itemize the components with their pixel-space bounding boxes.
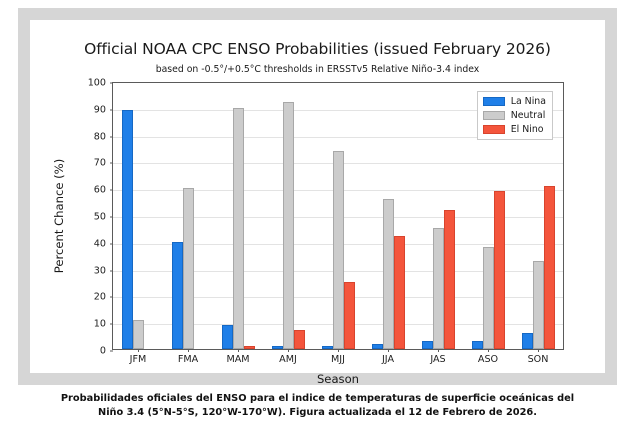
x-tick-label: MAM [226,354,250,365]
x-tick-mark [338,349,339,352]
figure-frame: Official NOAA CPC ENSO Probabilities (is… [18,8,617,386]
bar [282,102,294,349]
bar [471,340,483,349]
y-tick-label: 70 [93,157,106,169]
caption-line-2: Niño 3.4 (5°N-5°S, 120°W-170°W). Figura … [98,407,537,418]
x-tick-label: SON [527,354,549,365]
y-tick-mark [110,82,113,84]
bar-groups: JFM FMA MAM AMJ MJJ JJA JAS ASO SON [113,83,563,365]
bar-group: JJA [371,83,405,365]
bar [132,319,144,349]
bar-group: FMA [171,83,205,365]
y-tick-label: 10 [93,318,106,330]
bar [521,332,533,349]
bar [271,346,283,349]
y-tick-mark [110,136,113,138]
y-tick-mark [110,216,113,218]
bar-group: ASO [471,83,505,365]
x-tick-mark [238,349,239,352]
x-tick-label: ASO [477,354,499,365]
chart-title: Official NOAA CPC ENSO Probabilities (is… [84,40,551,58]
bar [332,150,344,349]
caption-line-1: Probabilidades oficiales del ENSO para e… [60,393,575,404]
bar [343,282,355,349]
bar-group: JFM [121,83,155,365]
x-tick-mark [288,349,289,352]
y-tick-mark [110,350,113,352]
x-tick-label: JJA [381,354,395,365]
bar-group: MJJ [321,83,355,365]
y-tick-mark [110,162,113,164]
y-tick-mark [110,189,113,191]
y-tick-label: 0 [99,345,106,357]
x-tick-label: JAS [430,354,446,365]
bar [321,346,333,349]
y-tick-label: 40 [93,238,106,250]
y-tick-mark [110,243,113,245]
bar [182,188,194,349]
bar [171,241,183,349]
x-tick-mark [388,349,389,352]
legend-label: La Nina [510,96,546,107]
x-tick-mark [138,349,139,352]
x-tick-label: FMA [177,354,199,365]
x-tick-mark [538,349,539,352]
x-tick-mark [188,349,189,352]
bar [382,198,394,349]
bar [432,228,444,349]
x-tick-mark [438,349,439,352]
legend-swatch-icon [482,97,505,106]
plot-area: 0 10 20 30 40 50 60 70 80 90 100 JFM FMA MAM AMJ MJJ JJ… [88,78,564,365]
legend-item: La Nina [482,96,546,107]
legend-item: Neutral [482,110,546,121]
chart-legend: La Nina Neutral El Nino [476,91,553,140]
legend-item: El Nino [482,124,546,135]
bar-group: JAS [421,83,455,365]
y-tick-label: 20 [93,291,106,303]
y-tick-label: 60 [93,184,106,196]
x-tick-label: AMJ [279,354,297,365]
bar [121,110,133,349]
bar [371,343,383,349]
y-tick-label: 50 [93,211,106,223]
legend-swatch-icon [482,111,505,120]
x-tick-label: JFM [129,354,147,365]
bar [243,346,255,349]
legend-label: Neutral [510,110,546,121]
bar-group: MAM [221,83,255,365]
bar [221,324,233,349]
x-tick-label: MJJ [331,354,345,365]
figure-caption: Probabilidades oficiales del ENSO para e… [0,392,635,420]
y-tick-label: 90 [93,104,106,116]
bar [482,247,494,349]
gridline [113,109,563,111]
bar [543,185,555,349]
bar [293,330,305,349]
bar [393,236,405,349]
bar [493,190,505,349]
y-axis-label-text: Percent Chance (%) [52,158,66,274]
y-tick-mark [110,296,113,298]
y-axis-label: Percent Chance (%) [52,82,66,350]
x-axis-label: Season [316,372,360,386]
y-tick-mark [110,323,113,325]
bar [532,260,544,349]
bar [443,209,455,349]
y-tick-label: 100 [87,77,106,89]
legend-swatch-icon [482,125,505,134]
figure-canvas: Official NOAA CPC ENSO Probabilities (is… [30,20,605,386]
y-tick-mark [110,270,113,272]
bar [232,107,244,349]
x-tick-mark [488,349,489,352]
y-tick-label: 30 [93,265,106,277]
y-tick-label: 80 [93,131,106,143]
gridline [113,136,563,138]
bar-group: AMJ [271,83,305,365]
bar-group: SON [521,83,555,365]
y-tick-mark [110,109,113,111]
bar [421,340,433,349]
legend-label: El Nino [510,124,544,135]
chart-subtitle: based on -0.5°/+0.5°C thresholds in ERSS… [155,64,480,75]
